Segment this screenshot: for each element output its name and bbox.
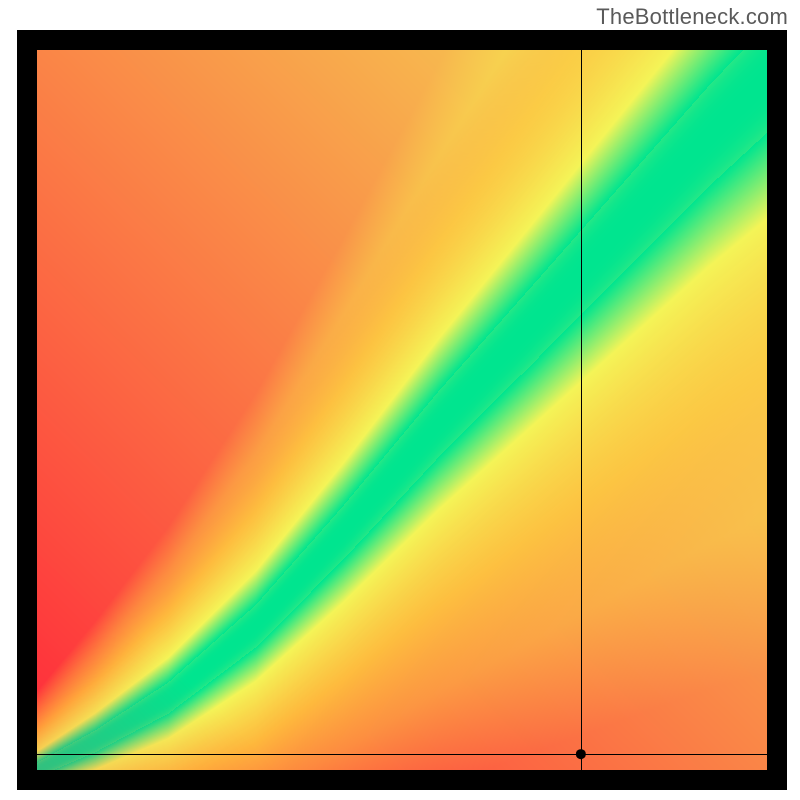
watermark-text: TheBottleneck.com [596, 4, 788, 30]
heatmap-canvas [37, 50, 767, 770]
plot-frame [17, 30, 787, 790]
chart-container: TheBottleneck.com [0, 0, 800, 800]
